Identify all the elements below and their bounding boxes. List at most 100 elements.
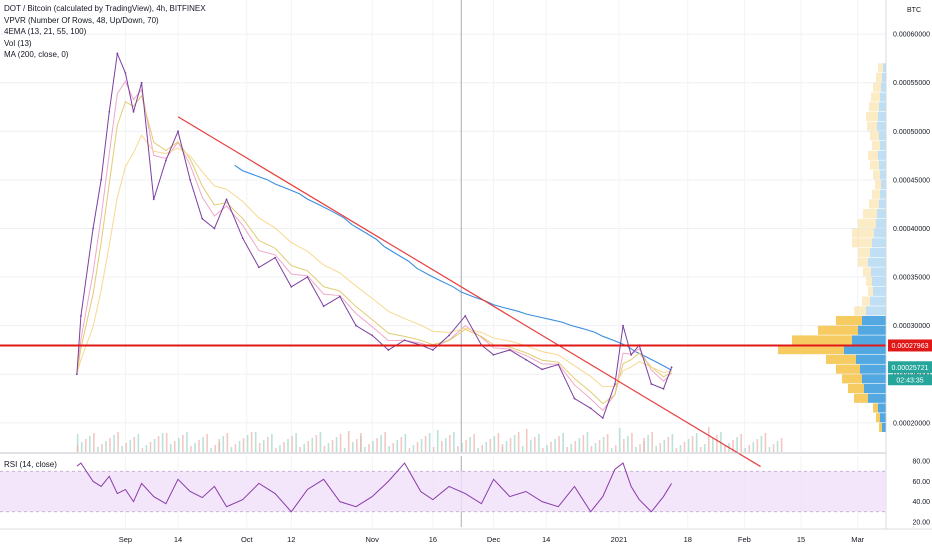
volume-bar (267, 437, 269, 452)
volume-bar (323, 446, 326, 452)
volume-bar (319, 432, 322, 452)
volume-bar (222, 436, 225, 452)
time-axis-tick: Nov (366, 535, 380, 544)
volume-bar (262, 440, 265, 452)
price-point (306, 276, 309, 278)
price-point (189, 179, 192, 181)
price-axis-tick: 0.00050000 (893, 129, 930, 136)
volume-bar (356, 439, 358, 452)
volume-bar (307, 441, 310, 452)
volume-profile-down-bar (852, 238, 872, 248)
volume-profile-down-bar (868, 150, 878, 160)
volume-bar (368, 444, 370, 452)
volume-bar (129, 440, 132, 452)
volume-bar (194, 443, 196, 452)
volume-profile-up-bar (878, 150, 886, 160)
volume-profile-up-bar (868, 393, 886, 403)
price-point (431, 349, 434, 351)
volume-profile-down-bar (871, 92, 880, 102)
volume-profile-up-bar (866, 306, 886, 316)
volume-bar (679, 445, 682, 452)
volume-profile-up-bar (883, 63, 886, 73)
volume-bar (165, 433, 168, 452)
volume-bar (424, 436, 427, 452)
volume-bar (501, 444, 504, 452)
volume-bar (440, 441, 443, 452)
volume-bar (538, 434, 540, 452)
volume-bar (517, 432, 520, 452)
volume-bar (230, 447, 233, 452)
volume-bar (570, 444, 573, 452)
time-axis-tick: Mar (851, 535, 864, 544)
legend-ema[interactable]: 4EMA (13, 21, 55, 100) (4, 27, 87, 37)
volume-bar (509, 438, 512, 452)
volume-bar (76, 445, 79, 452)
volume-profile-down-bar (866, 277, 872, 287)
volume-bar (449, 435, 451, 452)
volume-bar (614, 445, 617, 452)
volume-bar (404, 434, 407, 452)
volume-bar (546, 445, 548, 452)
volume-bar (521, 446, 524, 452)
price-point (92, 227, 94, 230)
price-axis-tick: 0.00040000 (893, 226, 930, 233)
volume-profile-up-bar (880, 413, 886, 423)
volume-bar (384, 432, 386, 452)
price-point (132, 110, 135, 113)
volume-bar (214, 445, 217, 452)
time-axis-tick: 2021 (611, 535, 628, 544)
volume-profile-down-bar (873, 170, 880, 180)
volume-bar (695, 433, 698, 452)
volume-bar (182, 435, 184, 452)
price-point (164, 159, 167, 162)
volume-bar (740, 434, 742, 452)
volume-bar (254, 432, 257, 452)
volume-bar (89, 436, 91, 452)
volume-profile-down-bar (868, 286, 873, 296)
volume-bar (736, 437, 738, 452)
volume-bar (461, 443, 463, 452)
price-point (630, 353, 633, 356)
price-point (557, 363, 560, 366)
volume-bar (590, 446, 593, 452)
volume-bar (602, 437, 605, 452)
volume-profile-up-bar (880, 141, 886, 151)
price-point (650, 383, 653, 385)
price-point (573, 397, 576, 400)
volume-bar (113, 435, 115, 452)
volume-profile-up-bar (878, 403, 886, 413)
volume-bar (153, 439, 156, 452)
volume-profile-up-bar (856, 354, 886, 364)
legend-vpvr[interactable]: VPVR (Number Of Rows, 48, Up/Down, 70) (4, 15, 159, 25)
ema55-line (76, 134, 672, 388)
volume-profile-up-bar (870, 296, 886, 306)
current-price-badge (888, 361, 932, 374)
volume-bar (364, 447, 366, 452)
legend-symbol[interactable]: DOT / Bitcoin (calculated by TradingView… (4, 4, 206, 13)
volume-profile-down-bar (858, 247, 870, 258)
volume-bar (445, 438, 447, 452)
price-point (322, 305, 325, 308)
time-axis-tick: Sep (119, 535, 132, 544)
volume-bar (768, 447, 771, 452)
volume-bar (275, 448, 277, 452)
price-point (601, 417, 604, 419)
volume-bar (149, 442, 152, 452)
legend-rsi[interactable]: RSI (14, close) (4, 460, 57, 469)
volume-profile-up-bar (872, 277, 886, 287)
volume-profile-down-bar (869, 199, 879, 209)
volume-profile-down-bar (852, 228, 874, 238)
volume-bar (161, 433, 164, 452)
rsi-axis-tick: 60.00 (912, 479, 930, 486)
legend-ma[interactable]: MA (200, close, 0) (4, 50, 69, 60)
volume-bar (360, 433, 362, 452)
volume-bar (218, 439, 221, 452)
volume-bar (178, 438, 180, 452)
volume-bar (376, 438, 378, 452)
legend-vol[interactable]: Vol (13) (4, 38, 32, 48)
volume-profile-down-bar (873, 403, 878, 413)
volume-profile-up-bar (874, 228, 886, 238)
volume-profile-down-bar (862, 296, 870, 306)
